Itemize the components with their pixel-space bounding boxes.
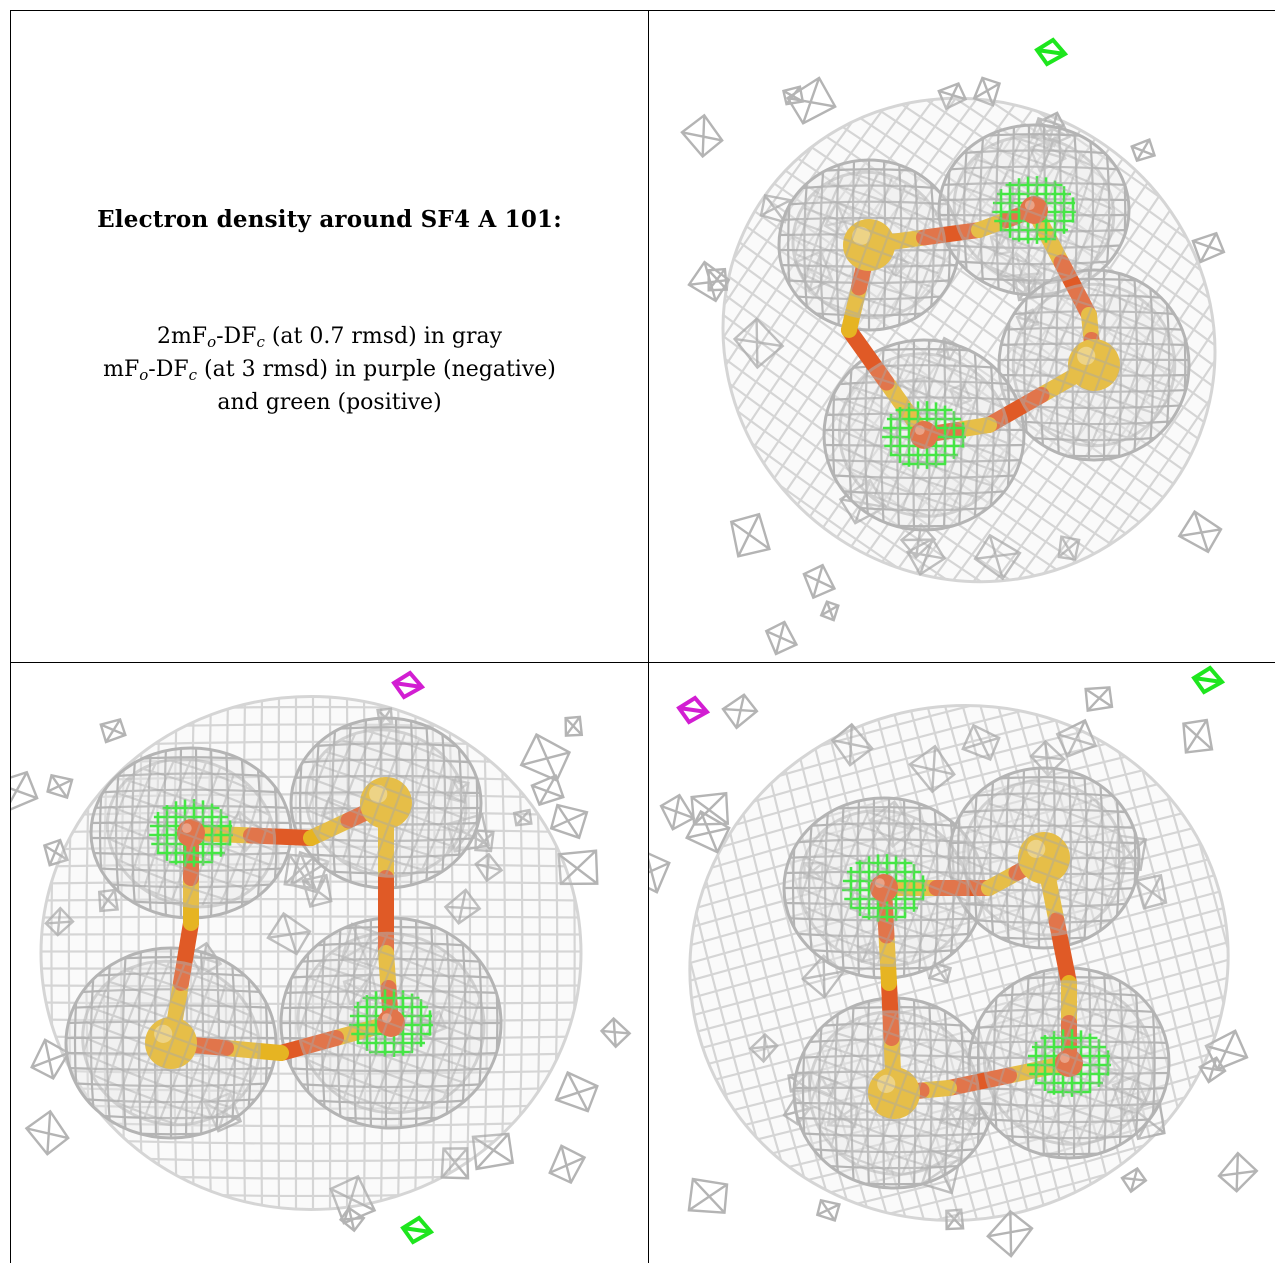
legend-line-2: mFo-DFc (at 3 rmsd) in purple (negative) [103,357,556,384]
border-middle [648,10,649,1263]
positive-density-marker [400,1215,435,1245]
mesh-fragment [99,718,127,744]
legend-text: 2mFo-DFc (at 0.7 rmsd) in gray mFo-DFc (… [11,320,648,419]
density-view-2 [11,663,648,1263]
mesh-fragment [1182,718,1214,754]
density-view-3 [649,663,1275,1263]
mesh-fragment [564,715,584,737]
figure-title: Electron density around SF4 A 101: [97,206,562,233]
mesh-fragment [338,1206,366,1233]
caption-cell: Electron density around SF4 A 101: 2mFo-… [11,10,648,662]
legend-line-3: and green (positive) [217,390,442,415]
mesh-fragment [548,1144,587,1185]
mesh-fragment [557,849,599,886]
mesh-fragment [687,1177,729,1214]
density-view-1 [649,10,1275,662]
mesh-fragment [815,1198,841,1222]
density-mesh-image-2 [11,670,632,1245]
mesh-fragment [1198,1056,1227,1084]
positive-density-marker [1034,37,1069,67]
mesh-fragment [684,809,731,854]
mesh-blob [649,663,1275,1263]
mesh-fragment [1130,137,1157,163]
mesh-fragment [530,773,565,807]
mesh-fragment [721,693,759,730]
mesh-fragment [659,793,696,831]
sulfur-atom [843,219,895,271]
positive-density-marker [1191,665,1226,695]
mesh-fragment [680,113,724,159]
mesh-fragment [549,803,589,840]
density-mesh-image-1 [649,10,1275,662]
border-row [10,662,1275,663]
mesh-fragment [11,770,39,814]
mesh-fragment [554,1070,599,1113]
legend-line-1: 2mFo-DFc (at 0.7 rmsd) in gray [156,324,503,351]
sulfur-atom [1018,832,1070,884]
mesh-fragment [961,723,1001,762]
negative-density-marker [391,670,426,700]
mesh-fragment [1120,1166,1148,1194]
mesh-fragment [973,533,1022,581]
mesh-fragment [1217,1151,1259,1193]
mesh-fragment [599,1016,632,1049]
mesh-fragment [24,1109,70,1156]
mesh-fragment [1084,686,1114,712]
mesh-fragment [649,851,671,894]
mesh-fragment [782,85,805,106]
mesh-fragment [519,732,572,782]
border-top [10,10,1275,11]
mesh-fragment [1191,231,1226,264]
mesh-fragment [764,620,799,656]
negative-density-marker [676,695,711,725]
mesh-fragment [1177,509,1223,554]
mesh-fragment [42,838,70,867]
mesh-fragment [819,600,840,622]
mesh-fragment [729,512,771,558]
sulfur-atom [360,777,412,829]
mesh-fragment [802,563,837,600]
mesh-blob [786,988,1002,1197]
mesh-fragment [46,773,74,800]
iron-atom [177,819,205,847]
mesh-fragment [986,1209,1034,1258]
mesh-fragment [786,76,837,125]
density-mesh-image-3 [649,663,1275,1263]
border-left [10,10,11,1263]
